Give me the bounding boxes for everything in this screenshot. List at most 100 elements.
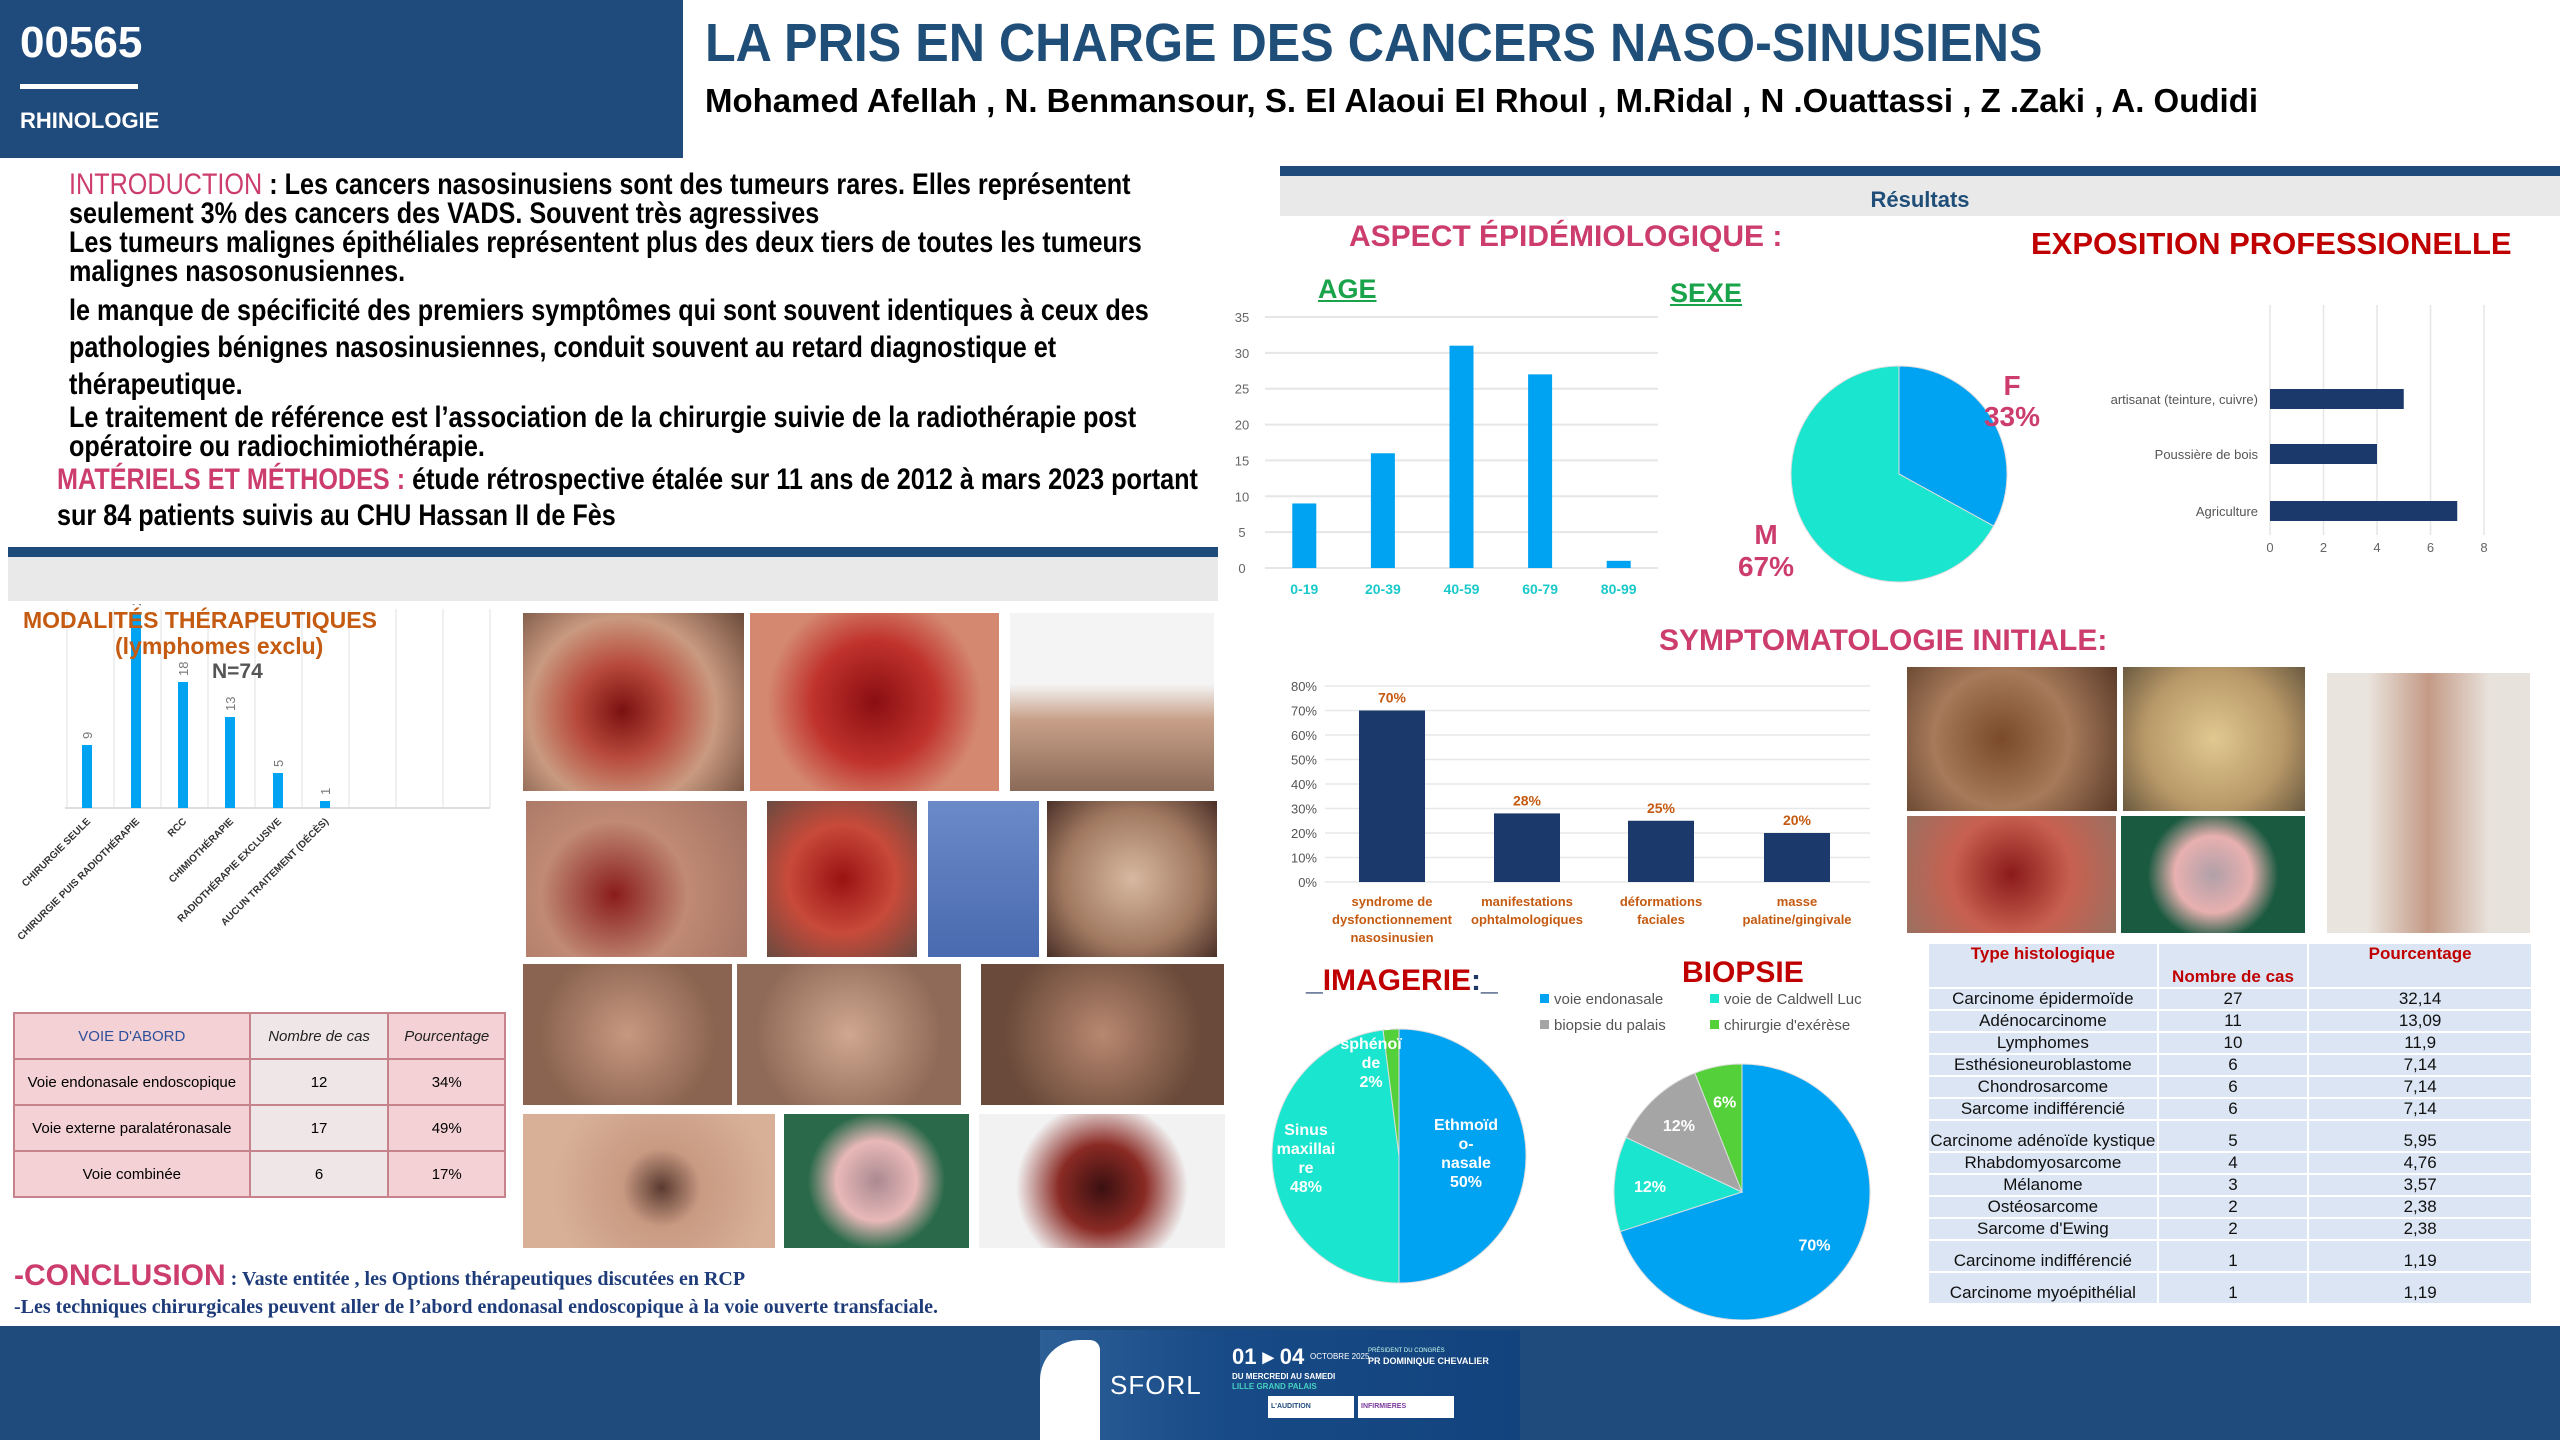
clinical-photo	[978, 1113, 1226, 1249]
cell: Adénocarcinome	[1929, 1010, 2159, 1033]
slice-value: 33%	[1984, 401, 2040, 432]
clinical-photo	[2120, 815, 2306, 934]
y-tick-label: 50%	[1291, 753, 1317, 768]
clinical-photo	[522, 1113, 776, 1249]
cell: 1,19	[2308, 1240, 2531, 1273]
y-tick-label: 25	[1235, 382, 1249, 397]
clinical-photo	[783, 1113, 970, 1249]
slice-label: o-	[1458, 1136, 1473, 1153]
slice-label: sinus	[1350, 1020, 1392, 1034]
slice-label: 12%	[1634, 1179, 1666, 1196]
symptom-chart: 0% 10% 20% 30% 40% 50% 60% 70% 80% 70% syndrome de…	[1291, 679, 1870, 945]
clinical-photo	[980, 963, 1225, 1106]
cell: 7,14	[2308, 1098, 2531, 1121]
table-row: Voie endonasale endoscopique 12 34%	[13, 1058, 506, 1106]
age-chart: 0 5 10 15 20 25 30 35 0-19 20-39 40-59 60-79 80-99	[1235, 310, 1658, 597]
symptom-bar	[1628, 820, 1694, 882]
y-tick-label: 20%	[1291, 826, 1317, 841]
cell: 6	[2157, 1098, 2310, 1121]
divider	[20, 84, 138, 89]
y-tick-label: 80%	[1291, 679, 1317, 694]
slice-label: sphénoï	[1340, 1036, 1402, 1053]
x-tick-label: palatine/gingivale	[1742, 912, 1851, 927]
pie-slice	[1619, 1063, 1871, 1320]
x-tick-label: ophtalmologiques	[1471, 912, 1583, 927]
clinical-photo	[1906, 815, 2117, 934]
cell: 1,19	[2308, 1272, 2531, 1305]
poster-title: LA PRIS EN CHARGE DES CANCERS NASO-SINUS…	[705, 13, 2043, 73]
modalite-bar	[225, 717, 235, 808]
congress-venue: LILLE GRAND PALAIS	[1232, 1382, 1317, 1391]
slice-label: Ethmoïd	[1434, 1117, 1498, 1134]
table-row: Esthésioneuroblastome 6 7,14	[1929, 1054, 2531, 1077]
header-id-box	[0, 0, 683, 158]
data-label: 70%	[1378, 690, 1407, 706]
table-row: Adénocarcinome 11 13,09	[1929, 1010, 2531, 1033]
y-tick-label: 0	[1238, 561, 1245, 576]
slice-label: 12%	[1663, 1118, 1695, 1135]
legend-label: chirurgie d'exérèse	[1724, 1017, 1850, 1034]
data-label: 9	[80, 732, 95, 739]
introduction-label: INTRODUCTION	[69, 168, 263, 201]
cell: Sarcome d'Ewing	[1929, 1218, 2159, 1241]
conclusion-label: -CONCLUSION	[14, 1259, 226, 1292]
x-tick-label: RCC	[166, 816, 189, 839]
intro-paragraph: Les tumeurs malignes épithéliales représ…	[69, 226, 1142, 288]
exposition-title: EXPOSITION PROFESSIONELLE	[2031, 226, 2512, 261]
methods-text: étude rétrospective étalée sur 11 ans de…	[57, 463, 1198, 532]
y-tick-label: 10%	[1291, 851, 1317, 866]
x-tick-label: manifestations	[1481, 894, 1573, 909]
separator: :	[262, 168, 285, 201]
imagerie-colon: :	[1471, 964, 1482, 997]
chart-note: N=74	[212, 660, 263, 683]
clinical-photo	[927, 800, 1040, 958]
conclusion-text: : Vaste entitée , les Options thérapeuti…	[225, 1268, 746, 1290]
cell: 2,38	[2308, 1196, 2531, 1219]
symptom-bar	[1494, 813, 1560, 882]
intro-paragraph: le manque de spécificité des premiers sy…	[69, 294, 1149, 401]
cell: Rhabdomyosarcome	[1929, 1152, 2159, 1175]
pie-slice	[1625, 1072, 1743, 1193]
age-bar	[1449, 345, 1474, 568]
clinical-photo	[525, 800, 748, 958]
cell: 1	[2157, 1272, 2310, 1305]
x-tick-label: 4	[2373, 540, 2380, 555]
modalite-bar	[178, 682, 188, 808]
introduction-section: INTRODUCTION : Les cancers nasosinusiens…	[69, 168, 1237, 462]
column-header: VOIE D'ABORD	[13, 1012, 251, 1060]
cell: Carcinome adénoïde kystique	[1929, 1120, 2159, 1153]
y-tick-label: 40%	[1291, 777, 1317, 792]
divider	[8, 547, 1218, 557]
table-row: Voie combinée 6 17%	[13, 1150, 506, 1198]
symptom-bar	[1764, 833, 1830, 882]
congress-dates: 01 ▸ 04	[1232, 1344, 1305, 1369]
cell: Carcinome indifférencié	[1929, 1240, 2159, 1273]
legend-swatch	[1540, 1020, 1549, 1029]
cell: Ostéosarcome	[1929, 1196, 2159, 1219]
x-tick-label: dysfonctionnement	[1332, 912, 1453, 927]
y-tick-label: 70%	[1291, 704, 1317, 719]
column-header: Pourcentage	[2308, 944, 2531, 989]
chart-title: MODALITÉS THÉRAPEUTIQUES	[23, 606, 377, 633]
cell: Sarcome indifférencié	[1929, 1098, 2159, 1121]
sexe-title: SEXE	[1670, 278, 1743, 308]
pie-slice	[1613, 1136, 1744, 1233]
y-tick-label: 10	[1235, 489, 1249, 504]
table-row: Rhabdomyosarcome 4 4,76	[1929, 1152, 2531, 1175]
cell: 4	[2157, 1152, 2310, 1175]
cell: 13,09	[2308, 1010, 2531, 1033]
president-label: PRÉSIDENT DU CONGRÈS	[1368, 1348, 1445, 1354]
pie-slice	[1694, 1063, 1743, 1193]
cell: 49%	[387, 1104, 506, 1152]
slice-label: de	[1362, 1055, 1381, 1072]
cell: 6	[2157, 1054, 2310, 1077]
data-label: 1	[318, 788, 333, 795]
audition-badge: L'AUDITION	[1268, 1396, 1354, 1418]
table-row: Sarcome indifférencié 6 7,14	[1929, 1098, 2531, 1121]
y-tick-label: 5	[1238, 525, 1245, 540]
cell: 2	[2157, 1196, 2310, 1219]
x-tick-label: 80-99	[1601, 581, 1637, 597]
cell: Esthésioneuroblastome	[1929, 1054, 2159, 1077]
imagerie-chart: Ethmoïd o-nasale 50% Sinus maxillai re 48% sinu…	[1271, 1020, 1527, 1284]
